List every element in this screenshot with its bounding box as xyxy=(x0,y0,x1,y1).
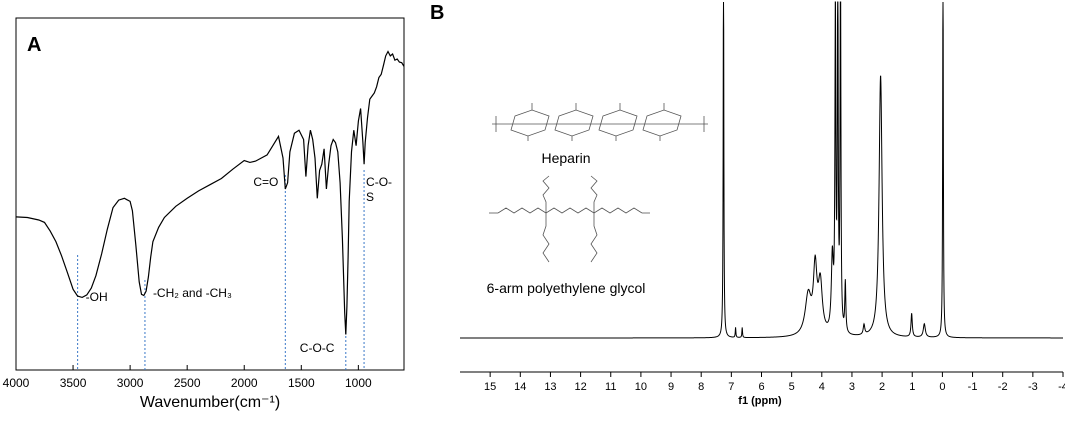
nmr-x-tick-label: -2 xyxy=(998,381,1008,393)
ftir-annotation-label: C-O- xyxy=(366,175,392,189)
nmr-x-tick-label: -4 xyxy=(1058,381,1065,393)
heparin-ring-3 xyxy=(598,109,638,137)
ftir-x-tick-label: 4000 xyxy=(3,376,30,390)
peg-arm-4 xyxy=(590,213,598,263)
ftir-x-tick-label: 2500 xyxy=(174,376,201,390)
nmr-x-tick-label: 8 xyxy=(698,381,704,393)
heparin-ring-2 xyxy=(554,109,594,137)
nmr-x-tick-label: 3 xyxy=(849,381,855,393)
heparin-ring-1 xyxy=(510,109,550,137)
peg-backbone xyxy=(497,207,643,214)
ftir-x-tick-label: 3000 xyxy=(117,376,144,390)
peg-arm-2 xyxy=(590,175,598,213)
nmr-x-axis-title: f1 (ppm) xyxy=(738,395,782,407)
heparin-ring-4 xyxy=(642,109,682,137)
nmr-x-tick-label: 11 xyxy=(605,381,616,393)
peg-arm-3 xyxy=(542,213,550,263)
ftir-annotation-label: C-O-C xyxy=(300,341,335,355)
ftir-panel: A 4000 3500 3000 2500 2000 1500 1000 -OH -CH₂ a… xyxy=(3,17,405,411)
panel-a-label: A xyxy=(27,34,41,56)
ftir-plot-frame xyxy=(15,17,405,371)
nmr-x-tick-label: 13 xyxy=(544,381,556,393)
nmr-x-tick-label: 1 xyxy=(909,381,915,393)
nmr-x-tick-label: 10 xyxy=(635,381,647,393)
ftir-x-ticks: 4000 3500 3000 2500 2000 1500 1000 xyxy=(3,365,372,390)
ftir-annotations: -OH -CH₂ and -CH₃ C=O C-O-C C-O-S xyxy=(86,175,392,355)
nmr-x-tick-label: 4 xyxy=(819,381,825,393)
nmr-x-tick-label: 7 xyxy=(728,381,734,393)
nmr-x-tick-label: 15 xyxy=(484,381,496,393)
peg-arm-1 xyxy=(542,175,550,213)
ftir-x-axis-title: Wavenumber(cm⁻¹) xyxy=(140,394,280,411)
nmr-x-tick-label: 12 xyxy=(574,381,586,393)
ftir-annotation-label-line2: S xyxy=(366,190,374,204)
nmr-x-tick-label: 0 xyxy=(939,381,945,393)
ftir-x-tick-label: 1500 xyxy=(288,376,315,390)
panel-b-label: B xyxy=(430,2,444,24)
nmr-x-tick-label: -3 xyxy=(1028,381,1038,393)
nmr-x-tick-label: 2 xyxy=(879,381,885,393)
ftir-annotation-label: C=O xyxy=(253,175,278,189)
ftir-x-tick-label: 2000 xyxy=(231,376,258,390)
peg-structure-drawing xyxy=(489,175,650,263)
nmr-x-tick-label: 9 xyxy=(668,381,674,393)
ftir-annotation-label: -CH₂ and -CH₃ xyxy=(153,286,232,300)
nmr-x-tick-label: 5 xyxy=(789,381,795,393)
ftir-spectrum-line xyxy=(15,50,405,335)
nmr-panel: B 15 14 13 12 11 10 9 8 7 6 5 4 3 2 1 0 -1 -2 -3 -4 f1 (ppm… xyxy=(430,1,1065,407)
ftir-x-tick-label: 1000 xyxy=(345,376,372,390)
nmr-spectrum-line xyxy=(460,1,1063,339)
heparin-structure-drawing xyxy=(492,103,708,141)
peg-name: 6-arm polyethylene glycol xyxy=(487,280,646,296)
ftir-annotation-label: -OH xyxy=(86,290,108,304)
heparin-name: Heparin xyxy=(541,150,590,166)
nmr-x-tick-label: -1 xyxy=(968,381,978,393)
ftir-x-tick-label: 3500 xyxy=(60,376,87,390)
nmr-x-tick-label: 14 xyxy=(514,381,526,393)
nmr-x-ticks: 15 14 13 12 11 10 9 8 7 6 5 4 3 2 1 0 -1 -2 -3 -4 xyxy=(484,372,1065,393)
nmr-x-tick-label: 6 xyxy=(758,381,764,393)
